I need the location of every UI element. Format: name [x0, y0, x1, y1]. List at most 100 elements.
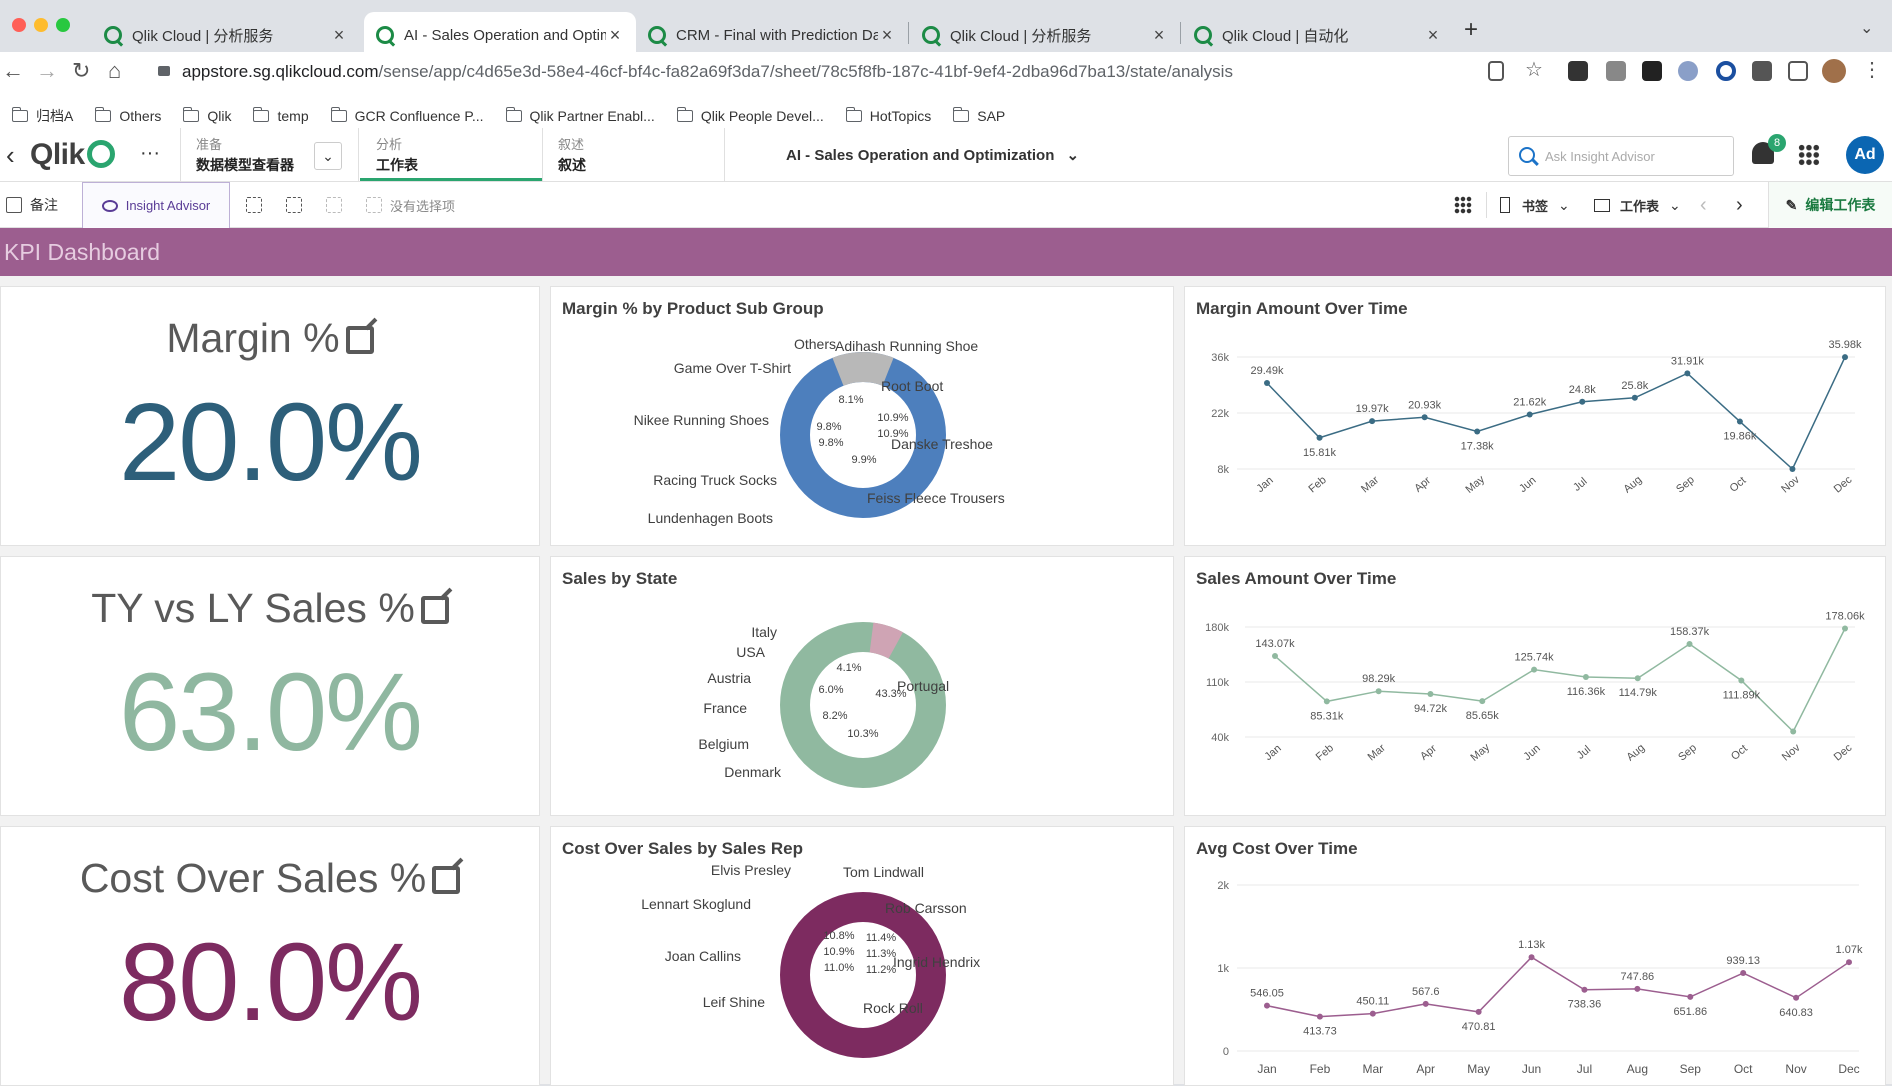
home-icon[interactable]: ⌂: [108, 58, 122, 83]
browser-tab[interactable]: Qlik Cloud | 自动化 ×: [1182, 12, 1454, 58]
minimize-window-button[interactable]: [34, 18, 48, 32]
data-label: 651.86: [1673, 1006, 1707, 1018]
bookmark-folder[interactable]: SAP: [953, 107, 1005, 124]
reload-icon[interactable]: ↻: [72, 58, 91, 83]
browser-menu-icon[interactable]: ⋮: [1862, 59, 1882, 81]
close-tab-icon[interactable]: ×: [881, 24, 893, 45]
nav-analyze[interactable]: 分析 工作表: [376, 134, 418, 175]
edit-sheet-button[interactable]: ✎ 编辑工作表: [1768, 182, 1892, 228]
sheets-button[interactable]: 工作表 ⌄: [1594, 182, 1681, 228]
nav-prepare-dropdown[interactable]: ⌄: [314, 142, 342, 170]
browser-tab[interactable]: CRM - Final with Prediction Da ×: [636, 12, 908, 58]
folder-icon: [505, 107, 522, 122]
close-tab-icon[interactable]: ×: [609, 24, 621, 45]
data-point: [1474, 428, 1481, 435]
extensions-puzzle-icon[interactable]: [1752, 61, 1772, 81]
insight-advisor-search-input[interactable]: Ask Insight Advisor: [1508, 136, 1734, 176]
clear-selections-button[interactable]: 没有选择项: [366, 182, 455, 228]
grid-view-button[interactable]: [1454, 182, 1472, 228]
external-link-icon[interactable]: [345, 326, 374, 354]
kpi-card-margin[interactable]: Margin % 20.0%: [0, 286, 540, 546]
donut-ring: [780, 622, 946, 788]
x-tick-label: Jul: [1575, 744, 1593, 762]
browser-tab[interactable]: Qlik Cloud | 分析服务 ×: [92, 12, 360, 58]
external-link-icon[interactable]: [432, 866, 461, 894]
bookmark-folder[interactable]: HotTopics: [845, 107, 931, 124]
side-panel-icon[interactable]: [1788, 61, 1808, 81]
data-point: [1316, 1013, 1323, 1020]
bookmark-folder[interactable]: 归档A: [12, 106, 73, 126]
extension-dark-icon[interactable]: [1642, 61, 1662, 81]
kpi-value: 80.0%: [119, 921, 423, 1044]
user-avatar[interactable]: Ad: [1846, 136, 1884, 174]
previous-sheet-icon[interactable]: ‹: [1700, 193, 1707, 216]
chart-margin-by-product[interactable]: Margin % by Product Sub Group Others Adih…: [550, 286, 1174, 546]
notes-button[interactable]: 备注: [6, 182, 58, 228]
bookmark-folder[interactable]: Others: [95, 107, 161, 124]
share-icon[interactable]: [1488, 61, 1504, 81]
extension-circle-icon[interactable]: [1678, 61, 1698, 81]
data-label: 747.86: [1621, 971, 1655, 983]
chart-avg-cost-over-time[interactable]: Avg Cost Over Time 2k 1k 0 546.05 Jan 413.73 F…: [1184, 826, 1886, 1086]
next-sheet-icon[interactable]: ›: [1736, 193, 1743, 216]
nav-narrate[interactable]: 叙述 叙述: [558, 134, 586, 175]
y-tick-label: 180k: [1205, 622, 1229, 634]
extension-ring-icon[interactable]: [1716, 61, 1736, 81]
chart-margin-amount-over-time[interactable]: Margin Amount Over Time 36k 22k 8k 29.49k Ja…: [1184, 286, 1886, 546]
profile-avatar[interactable]: [1822, 59, 1846, 83]
y-tick-label: 8k: [1217, 464, 1229, 476]
browser-tab-active[interactable]: AI - Sales Operation and Optim ×: [364, 12, 636, 58]
qlik-logo-icon: [86, 140, 115, 168]
folder-icon: [95, 107, 112, 122]
bookmark-folder[interactable]: Qlik Partner Enabl...: [505, 107, 655, 124]
bookmark-folder[interactable]: GCR Confluence P...: [330, 107, 484, 124]
y-tick-label: 40k: [1211, 732, 1229, 744]
forward-arrow-icon[interactable]: →: [36, 58, 58, 83]
new-tab-icon[interactable]: +: [1464, 16, 1479, 43]
bookmarks-button[interactable]: 书签 ⌄: [1500, 182, 1570, 228]
extension-new-icon[interactable]: [1568, 61, 1588, 81]
insight-advisor-button[interactable]: Insight Advisor: [82, 182, 230, 228]
close-tab-icon[interactable]: ×: [1153, 24, 1165, 45]
y-tick-label: 110k: [1206, 677, 1230, 689]
bookmark-folder[interactable]: temp: [253, 107, 309, 124]
step-back-icon: [286, 197, 302, 213]
close-tab-icon[interactable]: ×: [1427, 24, 1439, 45]
bookmark-folder[interactable]: Qlik: [183, 107, 231, 124]
step-back-button[interactable]: [286, 182, 310, 228]
tab-search-chevron-icon[interactable]: ⌄: [1860, 20, 1874, 37]
more-menu-button[interactable]: ···: [140, 142, 160, 164]
app-title[interactable]: AI - Sales Operation and Optimization ⌄: [786, 146, 1079, 164]
chart-sales-amount-over-time[interactable]: Sales Amount Over Time 180k 110k 40k 143.07…: [1184, 556, 1886, 816]
tab-title: AI - Sales Operation and Optim: [404, 26, 606, 44]
browser-tab[interactable]: Qlik Cloud | 分析服务 ×: [910, 12, 1180, 58]
bookmark-star-icon[interactable]: ☆: [1525, 59, 1543, 81]
chart-title: Margin Amount Over Time: [1196, 299, 1408, 318]
donut-slice-label: 10.9%: [877, 428, 908, 440]
data-point: [1687, 993, 1694, 1000]
close-tab-icon[interactable]: ×: [333, 24, 345, 45]
nav-prepare[interactable]: 准备 数据模型查看器: [196, 134, 294, 175]
close-window-button[interactable]: [12, 18, 26, 32]
data-point: [1846, 959, 1852, 966]
data-label: 85.31k: [1310, 710, 1344, 722]
data-label: 567.6: [1412, 986, 1440, 998]
back-arrow-icon[interactable]: ←: [2, 58, 24, 83]
chart-cost-over-sales-by-rep[interactable]: Cost Over Sales by Sales Rep Elvis Presl…: [550, 826, 1174, 1086]
maximize-window-button[interactable]: [56, 18, 70, 32]
smart-search-button[interactable]: [246, 182, 270, 228]
kpi-card-ty-vs-ly[interactable]: TY vs LY Sales % 63.0%: [0, 556, 540, 816]
x-tick-label: Aug: [1622, 474, 1645, 496]
step-forward-button[interactable]: [326, 182, 350, 228]
back-chevron-icon[interactable]: ‹: [6, 140, 15, 170]
chart-sales-by-state[interactable]: Sales by State Italy USA Austria France Belg…: [550, 556, 1174, 816]
donut-category-label: Joan Callins: [665, 948, 741, 964]
external-link-icon[interactable]: [420, 596, 449, 624]
kpi-card-cost-over-sales[interactable]: Cost Over Sales % 80.0%: [0, 826, 540, 1086]
bookmark-folder[interactable]: Qlik People Devel...: [676, 107, 824, 124]
donut-ring: [780, 892, 946, 1058]
address-bar[interactable]: appstore.sg.qlikcloud.com/sense/app/c4d6…: [182, 56, 1233, 88]
app-launcher-grid-icon[interactable]: [1798, 144, 1820, 166]
extension-translate-icon[interactable]: [1606, 61, 1626, 81]
